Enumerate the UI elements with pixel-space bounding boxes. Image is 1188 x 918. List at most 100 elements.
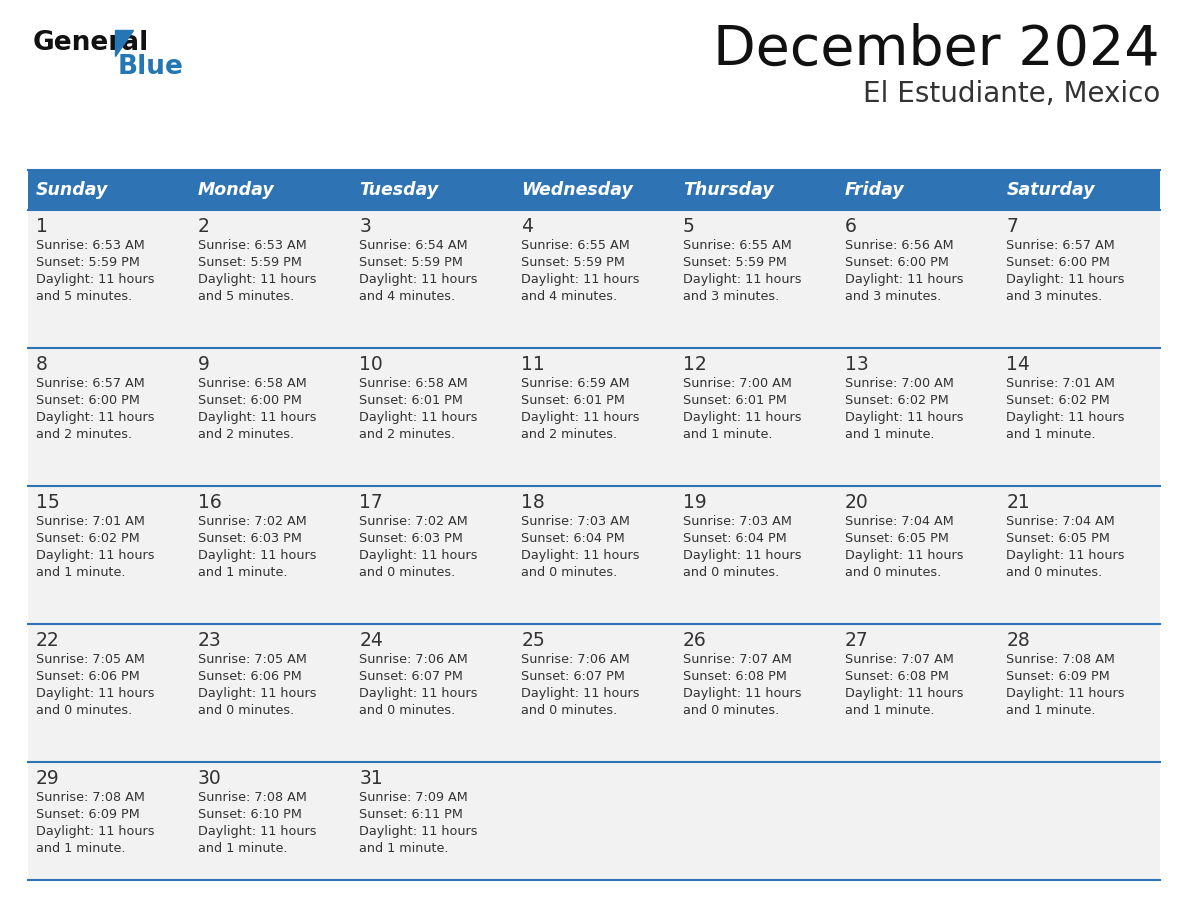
Text: Daylight: 11 hours: Daylight: 11 hours xyxy=(683,549,802,562)
Text: Sunrise: 7:09 AM: Sunrise: 7:09 AM xyxy=(360,791,468,804)
Text: 3: 3 xyxy=(360,217,372,236)
Text: Tuesday: Tuesday xyxy=(360,181,438,199)
Text: and 0 minutes.: and 0 minutes. xyxy=(845,566,941,579)
Text: 6: 6 xyxy=(845,217,857,236)
Text: Daylight: 11 hours: Daylight: 11 hours xyxy=(197,411,316,424)
Text: Sunrise: 7:05 AM: Sunrise: 7:05 AM xyxy=(197,653,307,666)
Text: Sunset: 6:05 PM: Sunset: 6:05 PM xyxy=(845,532,948,545)
Text: and 0 minutes.: and 0 minutes. xyxy=(683,566,779,579)
Text: and 3 minutes.: and 3 minutes. xyxy=(683,290,779,303)
Text: Friday: Friday xyxy=(845,181,904,199)
Text: and 0 minutes.: and 0 minutes. xyxy=(360,566,456,579)
Text: Sunset: 6:09 PM: Sunset: 6:09 PM xyxy=(36,808,140,821)
Text: Daylight: 11 hours: Daylight: 11 hours xyxy=(845,549,963,562)
Text: 19: 19 xyxy=(683,493,707,512)
Text: Daylight: 11 hours: Daylight: 11 hours xyxy=(1006,687,1125,700)
Text: Sunrise: 6:54 AM: Sunrise: 6:54 AM xyxy=(360,239,468,252)
Text: Sunrise: 7:07 AM: Sunrise: 7:07 AM xyxy=(683,653,791,666)
Text: 15: 15 xyxy=(36,493,59,512)
Bar xyxy=(29,762,1159,880)
Bar xyxy=(29,348,1159,486)
Text: and 3 minutes.: and 3 minutes. xyxy=(845,290,941,303)
Text: Daylight: 11 hours: Daylight: 11 hours xyxy=(360,273,478,286)
Text: Sunset: 5:59 PM: Sunset: 5:59 PM xyxy=(197,256,302,269)
Text: Sunset: 6:01 PM: Sunset: 6:01 PM xyxy=(683,394,786,407)
Text: Daylight: 11 hours: Daylight: 11 hours xyxy=(683,411,802,424)
Text: 8: 8 xyxy=(36,355,48,374)
Text: 11: 11 xyxy=(522,355,545,374)
Text: Sunset: 5:59 PM: Sunset: 5:59 PM xyxy=(360,256,463,269)
Text: Sunrise: 6:59 AM: Sunrise: 6:59 AM xyxy=(522,377,630,390)
Text: 23: 23 xyxy=(197,631,221,650)
Text: Sunset: 5:59 PM: Sunset: 5:59 PM xyxy=(522,256,625,269)
Text: El Estudiante, Mexico: El Estudiante, Mexico xyxy=(862,80,1159,108)
Text: 1: 1 xyxy=(36,217,48,236)
Text: Daylight: 11 hours: Daylight: 11 hours xyxy=(522,549,639,562)
Text: and 1 minute.: and 1 minute. xyxy=(197,842,287,855)
Text: Blue: Blue xyxy=(118,54,184,80)
Text: Sunrise: 7:08 AM: Sunrise: 7:08 AM xyxy=(36,791,145,804)
Text: Sunrise: 6:53 AM: Sunrise: 6:53 AM xyxy=(197,239,307,252)
Text: Sunrise: 7:01 AM: Sunrise: 7:01 AM xyxy=(36,515,145,528)
Text: 9: 9 xyxy=(197,355,209,374)
Text: and 0 minutes.: and 0 minutes. xyxy=(197,704,293,717)
Text: Daylight: 11 hours: Daylight: 11 hours xyxy=(197,687,316,700)
Text: 22: 22 xyxy=(36,631,59,650)
Text: Saturday: Saturday xyxy=(1006,181,1095,199)
Text: Sunrise: 7:06 AM: Sunrise: 7:06 AM xyxy=(360,653,468,666)
Text: and 1 minute.: and 1 minute. xyxy=(1006,704,1095,717)
Text: Sunrise: 7:02 AM: Sunrise: 7:02 AM xyxy=(360,515,468,528)
Text: Sunset: 6:00 PM: Sunset: 6:00 PM xyxy=(845,256,948,269)
Bar xyxy=(29,210,1159,348)
Text: Daylight: 11 hours: Daylight: 11 hours xyxy=(197,273,316,286)
Text: Daylight: 11 hours: Daylight: 11 hours xyxy=(36,549,154,562)
Text: Sunset: 6:06 PM: Sunset: 6:06 PM xyxy=(36,670,140,683)
Text: Sunrise: 7:00 AM: Sunrise: 7:00 AM xyxy=(845,377,954,390)
Text: and 0 minutes.: and 0 minutes. xyxy=(360,704,456,717)
Text: Daylight: 11 hours: Daylight: 11 hours xyxy=(360,411,478,424)
Text: and 0 minutes.: and 0 minutes. xyxy=(36,704,132,717)
Text: Sunrise: 7:06 AM: Sunrise: 7:06 AM xyxy=(522,653,630,666)
Text: 30: 30 xyxy=(197,769,221,788)
Text: Sunrise: 7:03 AM: Sunrise: 7:03 AM xyxy=(522,515,630,528)
Text: 17: 17 xyxy=(360,493,384,512)
Text: Daylight: 11 hours: Daylight: 11 hours xyxy=(1006,549,1125,562)
Text: and 0 minutes.: and 0 minutes. xyxy=(522,566,618,579)
Text: and 1 minute.: and 1 minute. xyxy=(360,842,449,855)
Text: Thursday: Thursday xyxy=(683,181,773,199)
Text: Daylight: 11 hours: Daylight: 11 hours xyxy=(845,273,963,286)
Text: 16: 16 xyxy=(197,493,221,512)
Text: and 1 minute.: and 1 minute. xyxy=(683,428,772,441)
Text: Sunrise: 7:08 AM: Sunrise: 7:08 AM xyxy=(197,791,307,804)
Text: Sunset: 6:02 PM: Sunset: 6:02 PM xyxy=(36,532,140,545)
Text: #111111: #111111 xyxy=(33,32,39,33)
Text: Sunset: 6:08 PM: Sunset: 6:08 PM xyxy=(683,670,786,683)
Text: Sunset: 6:03 PM: Sunset: 6:03 PM xyxy=(197,532,302,545)
Text: 21: 21 xyxy=(1006,493,1030,512)
Text: Sunset: 6:00 PM: Sunset: 6:00 PM xyxy=(1006,256,1110,269)
Text: Daylight: 11 hours: Daylight: 11 hours xyxy=(36,687,154,700)
Text: Sunrise: 7:05 AM: Sunrise: 7:05 AM xyxy=(36,653,145,666)
Text: 14: 14 xyxy=(1006,355,1030,374)
Text: Sunrise: 6:53 AM: Sunrise: 6:53 AM xyxy=(36,239,145,252)
Text: Sunrise: 7:01 AM: Sunrise: 7:01 AM xyxy=(1006,377,1116,390)
Text: Sunrise: 6:58 AM: Sunrise: 6:58 AM xyxy=(360,377,468,390)
Text: Sunrise: 7:07 AM: Sunrise: 7:07 AM xyxy=(845,653,954,666)
Text: and 2 minutes.: and 2 minutes. xyxy=(197,428,293,441)
Text: and 1 minute.: and 1 minute. xyxy=(36,842,126,855)
Text: Daylight: 11 hours: Daylight: 11 hours xyxy=(522,273,639,286)
Text: Daylight: 11 hours: Daylight: 11 hours xyxy=(522,411,639,424)
Text: Daylight: 11 hours: Daylight: 11 hours xyxy=(36,825,154,838)
Text: Wednesday: Wednesday xyxy=(522,181,633,199)
Text: Daylight: 11 hours: Daylight: 11 hours xyxy=(36,411,154,424)
Text: Sunrise: 6:55 AM: Sunrise: 6:55 AM xyxy=(683,239,791,252)
Text: and 2 minutes.: and 2 minutes. xyxy=(522,428,618,441)
Text: Sunrise: 7:04 AM: Sunrise: 7:04 AM xyxy=(1006,515,1116,528)
Text: 7: 7 xyxy=(1006,217,1018,236)
Text: and 1 minute.: and 1 minute. xyxy=(197,566,287,579)
Text: and 2 minutes.: and 2 minutes. xyxy=(360,428,455,441)
Text: Daylight: 11 hours: Daylight: 11 hours xyxy=(845,687,963,700)
Text: Sunset: 6:11 PM: Sunset: 6:11 PM xyxy=(360,808,463,821)
Text: 24: 24 xyxy=(360,631,384,650)
Polygon shape xyxy=(115,30,133,56)
